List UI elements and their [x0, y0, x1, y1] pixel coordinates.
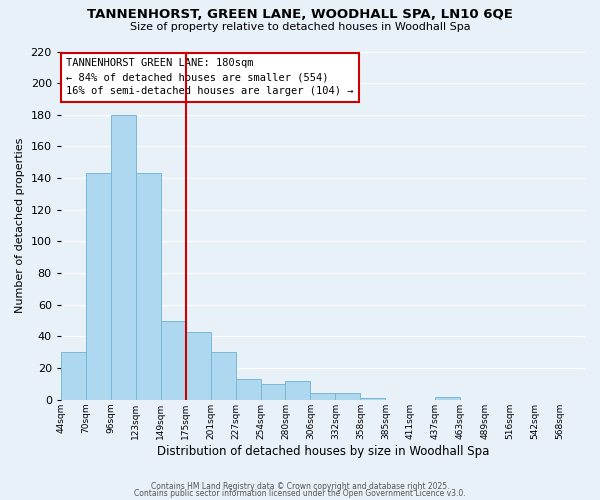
Text: Size of property relative to detached houses in Woodhall Spa: Size of property relative to detached ho…	[130, 22, 470, 32]
Text: Contains public sector information licensed under the Open Government Licence v3: Contains public sector information licen…	[134, 490, 466, 498]
Text: Contains HM Land Registry data © Crown copyright and database right 2025.: Contains HM Land Registry data © Crown c…	[151, 482, 449, 491]
Text: TANNENHORST, GREEN LANE, WOODHALL SPA, LN10 6QE: TANNENHORST, GREEN LANE, WOODHALL SPA, L…	[87, 8, 513, 20]
Bar	[435, 396, 460, 400]
Bar	[111, 115, 136, 400]
Bar	[260, 384, 286, 400]
Bar	[211, 352, 236, 400]
Bar	[86, 174, 111, 400]
X-axis label: Distribution of detached houses by size in Woodhall Spa: Distribution of detached houses by size …	[157, 444, 489, 458]
Bar	[335, 394, 361, 400]
Bar	[161, 320, 185, 400]
Bar	[185, 332, 211, 400]
Bar	[310, 394, 335, 400]
Y-axis label: Number of detached properties: Number of detached properties	[15, 138, 25, 314]
Bar	[236, 379, 260, 400]
Bar	[136, 174, 161, 400]
Bar	[61, 352, 86, 400]
Bar	[286, 381, 310, 400]
Bar	[361, 398, 385, 400]
Text: TANNENHORST GREEN LANE: 180sqm
← 84% of detached houses are smaller (554)
16% of: TANNENHORST GREEN LANE: 180sqm ← 84% of …	[66, 58, 353, 96]
